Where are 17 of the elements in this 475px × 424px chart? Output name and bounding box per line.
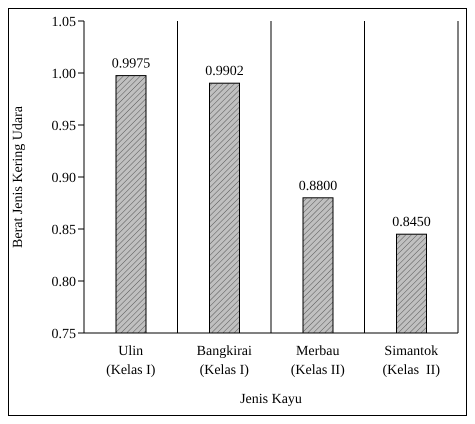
x-tick-label: Merbau (Kelas II) xyxy=(290,344,346,378)
data-label: 0.9902 xyxy=(205,64,244,80)
y-tick-label: 0.75 xyxy=(52,326,76,342)
data-label: 0.9975 xyxy=(112,56,150,72)
y-tick-label: 1.05 xyxy=(52,14,76,30)
data-label: 0.8800 xyxy=(298,178,338,194)
x-tick-label: Bangkirai (Kelas I) xyxy=(196,344,252,378)
y-tick-label: 1.00 xyxy=(52,66,76,82)
y-tick-label: 0.85 xyxy=(52,222,76,238)
x-axis-title: Jenis Kayu xyxy=(240,392,302,407)
y-tick-label: 0.80 xyxy=(52,274,76,290)
y-axis-title: Berat Jenis Kering Udara xyxy=(10,105,26,248)
y-tick-label: 0.90 xyxy=(52,170,76,186)
y-tick-label: 0.95 xyxy=(52,118,76,134)
x-tick-label: Ulin (Kelas I) xyxy=(106,344,156,378)
x-tick-label: Simantok (Kelas II) xyxy=(382,344,440,378)
data-label: 0.8450 xyxy=(392,215,431,230)
